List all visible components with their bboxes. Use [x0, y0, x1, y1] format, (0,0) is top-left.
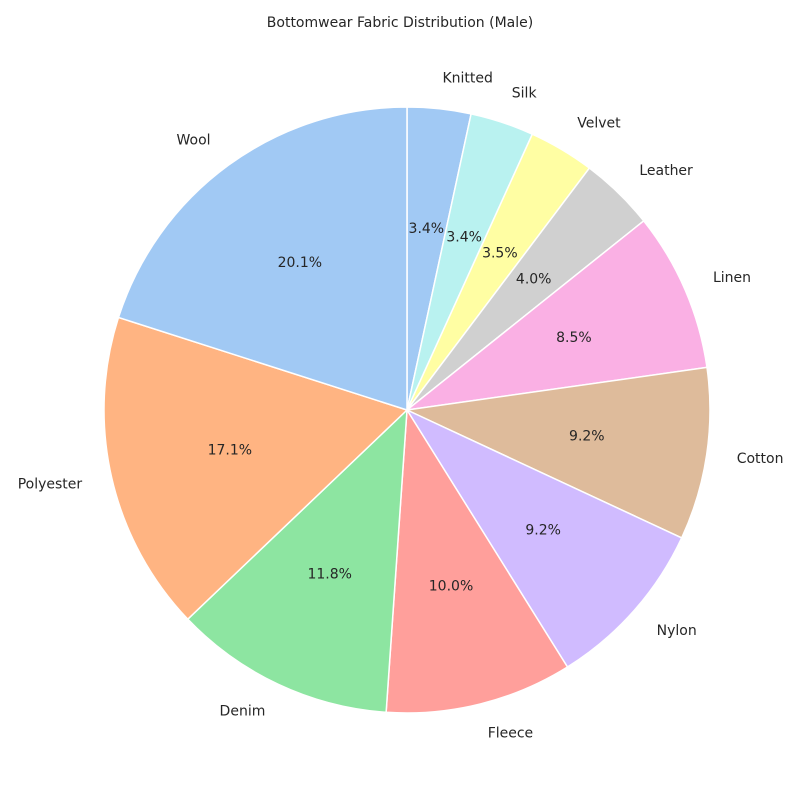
slice-percent-silk: 3.4%	[446, 229, 482, 245]
slice-label-velvet: Velvet	[577, 115, 621, 131]
slice-percent-linen: 8.5%	[556, 330, 592, 346]
slice-label-silk: Silk	[512, 86, 538, 102]
slice-label-leather: Leather	[639, 163, 693, 179]
pie-slice-nylon	[405, 408, 683, 669]
slice-percent-cotton: 9.2%	[569, 429, 605, 445]
slice-label-wool: Wool	[177, 133, 211, 149]
slice-percent-wool: 20.1%	[278, 255, 322, 271]
slice-percent-velvet: 3.5%	[482, 246, 518, 262]
slice-percent-polyester: 17.1%	[208, 443, 252, 459]
slice-percent-fleece: 10.0%	[429, 578, 473, 594]
slice-percent-nylon: 9.2%	[525, 522, 561, 538]
slice-label-polyester: Polyester	[18, 477, 83, 493]
pie-slice-linen	[404, 219, 708, 412]
slice-label-nylon: Nylon	[657, 623, 697, 639]
slice-label-denim: Denim	[220, 704, 266, 720]
pie-slice-fleece	[385, 407, 569, 714]
chart-title: Bottomwear Fabric Distribution (Male)	[266, 15, 534, 31]
slice-label-cotton: Cotton	[737, 451, 784, 467]
slice-label-linen: Linen	[713, 270, 751, 286]
slice-label-fleece: Fleece	[488, 725, 533, 741]
slice-percent-denim: 11.8%	[307, 567, 351, 583]
slice-percent-leather: 4.0%	[516, 272, 552, 288]
slice-percent-knitted: 3.4%	[409, 221, 445, 237]
pie-slice-wool	[117, 106, 408, 412]
pie-slice-cotton	[404, 366, 711, 539]
pie-slice-denim	[186, 408, 408, 714]
pie-slice-polyester	[103, 316, 409, 621]
slice-label-knitted: Knitted	[442, 71, 492, 87]
